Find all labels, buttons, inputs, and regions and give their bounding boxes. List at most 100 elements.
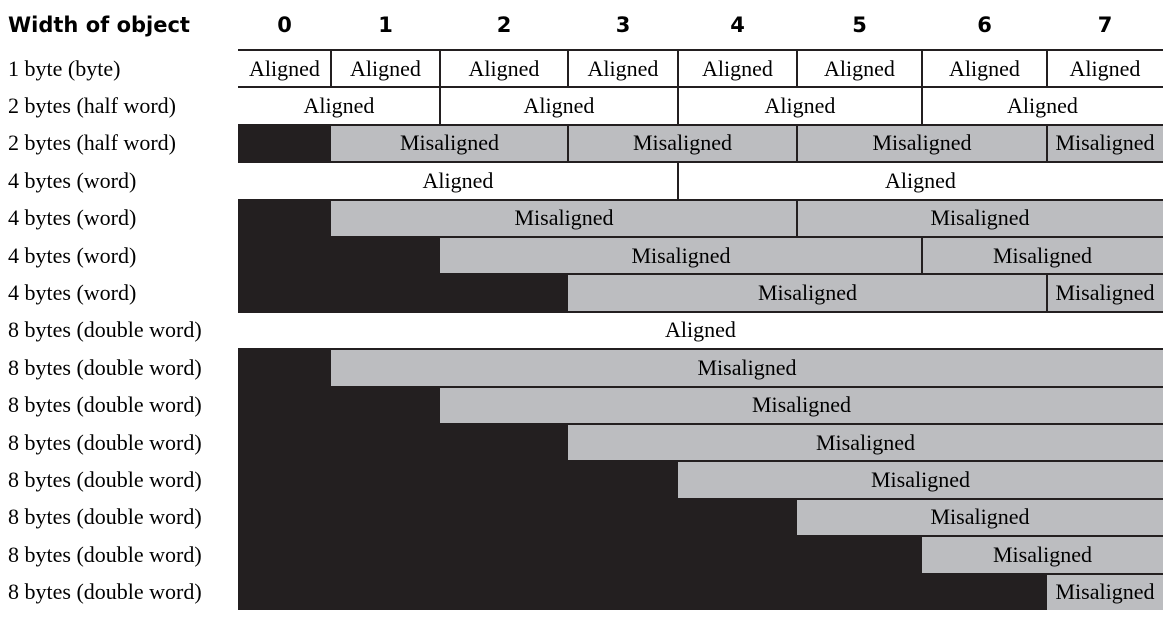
blocked-cell [238,537,922,573]
cell-divider [796,125,798,162]
header-offset-0: 0 [277,13,292,37]
row-rule [238,497,1163,500]
cell-divider [921,88,923,124]
row-rule [238,86,1163,89]
blocked-cell [238,499,797,536]
misaligned-cell: Misaligned [797,499,1163,536]
blocked-cell [238,350,331,386]
row-rule [238,535,1163,538]
cell-divider [567,51,569,87]
cell-divider [567,125,569,162]
misaligned-cell: Misaligned [331,125,568,162]
blocked-cell [238,387,440,423]
row-label-5: 4 bytes (word) [8,242,137,268]
aligned-cell: Aligned [678,88,922,124]
row-label-11: 8 bytes (double word) [8,467,202,493]
misaligned-cell: Misaligned [922,537,1163,573]
row-rule [238,385,1163,388]
cell-divider [439,88,441,124]
cell-divider [796,51,798,87]
row-label-0: 1 byte (byte) [8,55,121,81]
row-label-4: 4 bytes (word) [8,205,137,231]
misaligned-cell: Misaligned [678,462,1163,498]
blocked-cell [238,275,568,311]
aligned-cell: Aligned [568,51,678,87]
cell-divider [796,200,798,236]
misaligned-cell: Misaligned [568,125,797,162]
row-label-2: 2 bytes (half word) [8,130,177,156]
blocked-cell [238,200,331,236]
cell-divider [921,51,923,87]
misaligned-cell: Misaligned [922,238,1163,274]
row-label-9: 8 bytes (double word) [8,392,202,418]
misaligned-cell: Misaligned [797,125,1047,162]
blocked-cell [238,125,331,162]
aligned-cell: Aligned [797,51,922,87]
cell-divider [1046,275,1048,311]
header-offset-4: 4 [730,13,745,37]
cell-divider [1046,125,1048,162]
cell-divider [1046,51,1048,87]
misaligned-cell: Misaligned [440,387,1163,423]
row-label-12: 8 bytes (double word) [8,504,202,530]
row-label-3: 4 bytes (word) [8,167,137,193]
misaligned-cell: Misaligned [568,425,1163,461]
misaligned-cell: Misaligned [440,238,922,274]
aligned-cell: Aligned [238,163,678,199]
header-offset-2: 2 [496,13,512,37]
cell-divider [677,88,679,124]
cell-divider [330,51,332,87]
row-rule [238,460,1163,463]
aligned-cell: Aligned [238,88,440,124]
misaligned-cell: Misaligned [1047,574,1163,610]
blocked-cell [238,574,1047,610]
row-rule [238,198,1163,201]
misaligned-cell: Misaligned [331,200,797,236]
misaligned-cell: Misaligned [568,275,1047,311]
row-label-6: 4 bytes (word) [8,280,137,306]
row-label-10: 8 bytes (double word) [8,429,202,455]
aligned-cell: Aligned [440,51,568,87]
misaligned-cell: Misaligned [1047,275,1163,311]
cell-divider [921,238,923,274]
aligned-cell: Aligned [678,163,1163,199]
row-label-14: 8 bytes (double word) [8,579,202,605]
misaligned-cell: Misaligned [331,350,1163,386]
row-label-7: 8 bytes (double word) [8,317,202,343]
aligned-cell: Aligned [922,88,1163,124]
aligned-cell: Aligned [922,51,1047,87]
aligned-cell: Aligned [440,88,678,124]
row-rule [238,572,1163,575]
header-offset-5: 5 [852,13,867,37]
row-label-1: 2 bytes (half word) [8,93,177,119]
header-width-label: Width of object [8,13,190,37]
row-rule [238,236,1163,238]
row-label-13: 8 bytes (double word) [8,541,202,567]
aligned-cell: Aligned [238,51,331,87]
header-offset-7: 7 [1097,13,1113,37]
row-rule [238,123,1163,126]
row-label-8: 8 bytes (double word) [8,354,202,380]
blocked-cell [238,462,678,498]
cell-divider [677,163,679,199]
row-rule [238,161,1163,164]
row-rule [238,423,1163,425]
cell-divider [439,51,441,87]
row-rule [238,273,1163,276]
header-offset-3: 3 [615,13,631,37]
cell-divider [677,51,679,87]
misaligned-cell: Misaligned [1047,125,1163,162]
aligned-cell: Aligned [678,51,797,87]
header-rule [238,49,1163,51]
aligned-cell: Aligned [238,312,1163,349]
row-rule [238,310,1163,313]
header-offset-6: 6 [977,13,992,37]
aligned-cell: Aligned [331,51,440,87]
row-rule [238,348,1163,351]
blocked-cell [238,238,440,274]
header-offset-1: 1 [378,13,393,37]
misaligned-cell: Misaligned [797,200,1163,236]
blocked-cell [238,425,568,461]
aligned-cell: Aligned [1047,51,1163,87]
